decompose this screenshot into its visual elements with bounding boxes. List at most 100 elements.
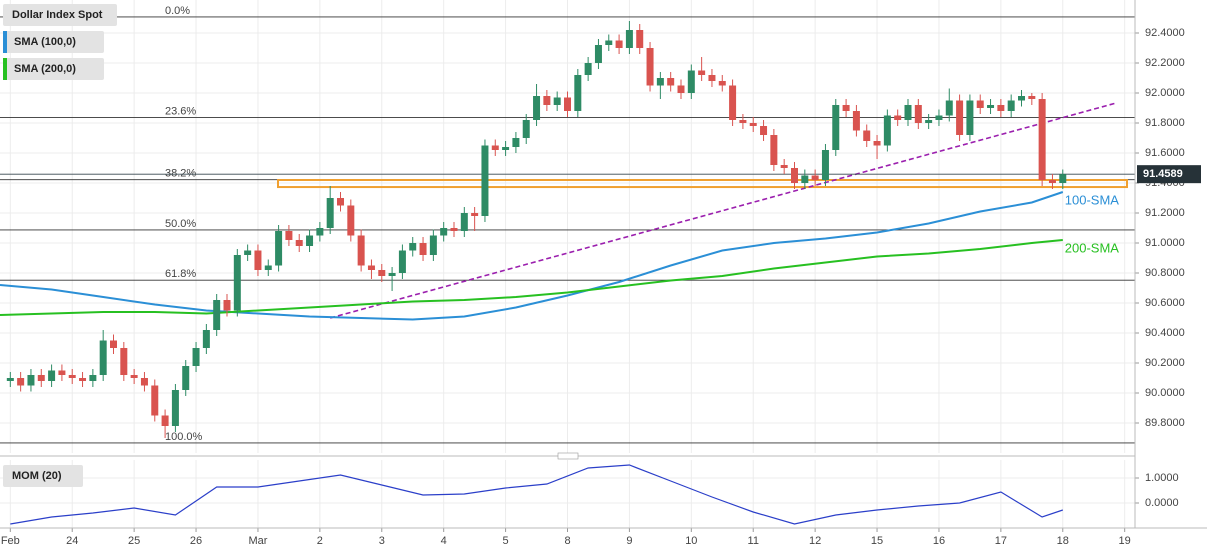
candle-body	[68, 375, 76, 378]
legend-box	[3, 58, 104, 80]
candle-body	[6, 378, 14, 381]
x-tick-label: 11	[748, 535, 759, 547]
candle-body	[821, 150, 829, 180]
candle-body	[780, 165, 788, 168]
candle-body	[460, 213, 468, 231]
candle-body	[574, 75, 582, 111]
candle-body	[760, 126, 768, 135]
legend-title: Dollar Index Spot	[12, 9, 103, 21]
candle-body	[254, 250, 262, 270]
candle-body	[1007, 100, 1015, 111]
x-tick-label: Feb	[1, 535, 20, 547]
resize-handle[interactable]	[557, 452, 579, 460]
candle-body	[440, 228, 448, 236]
candle-body	[388, 273, 396, 276]
legend-label: SMA (200,0)	[14, 63, 76, 75]
candle-body	[202, 330, 210, 348]
sma-annotation: 100-SMA	[1065, 192, 1120, 207]
support-zone	[277, 179, 1128, 189]
candle-body	[213, 300, 221, 330]
candle-body	[275, 231, 283, 266]
y-tick-label: 90.8000	[1145, 267, 1185, 279]
candle-body	[522, 120, 530, 138]
y-tick-label: 92.0000	[1145, 87, 1185, 99]
candle-body	[337, 198, 344, 206]
y-tick-label: 91.6000	[1145, 147, 1185, 159]
candle-body	[378, 270, 386, 276]
candle-body	[471, 213, 479, 216]
candle-body	[904, 105, 912, 120]
candle-body	[398, 250, 406, 273]
fib-label: 61.8%	[165, 268, 196, 280]
candle-body	[677, 85, 685, 93]
candle-body	[367, 265, 375, 270]
candle-body	[171, 390, 179, 426]
last-price-tag	[1137, 165, 1201, 184]
candle-body	[770, 135, 778, 165]
fib-label: 100.0%	[165, 431, 203, 443]
candle-body	[316, 228, 324, 236]
x-tick-label: 2	[317, 535, 323, 547]
sma-line	[0, 239, 1063, 316]
y-tick-label: 91.2000	[1145, 207, 1185, 219]
candle-body	[347, 205, 355, 236]
candle-body	[791, 168, 798, 183]
x-tick-label: 15	[871, 535, 883, 547]
x-tick-label: 17	[995, 535, 1007, 547]
candle-body	[615, 40, 623, 48]
candle-body	[326, 198, 334, 228]
y-tick-label: 90.0000	[1145, 387, 1185, 399]
candle-body	[182, 366, 190, 390]
candle-body	[429, 235, 437, 255]
candle-body	[656, 78, 664, 86]
candle-body	[987, 105, 995, 108]
y-tick-label: 90.2000	[1145, 357, 1185, 369]
candle-body	[419, 243, 427, 255]
candle-body	[832, 105, 840, 150]
candle-body	[17, 378, 25, 386]
candle-body	[1018, 96, 1025, 101]
legend-label: SMA (100,0)	[14, 36, 76, 48]
x-tick-label: 18	[1057, 535, 1069, 547]
candle-body	[956, 100, 964, 135]
y-tick-label: 92.2000	[1145, 57, 1185, 69]
candle-body	[852, 111, 860, 131]
x-tick-label: 26	[190, 535, 202, 547]
last-price-label: 91.4589	[1143, 168, 1183, 180]
candle-body	[625, 30, 633, 48]
legend-swatch	[3, 58, 7, 80]
legend-box	[3, 31, 104, 53]
y-tick-label: 90.6000	[1145, 297, 1185, 309]
candle-body	[37, 375, 45, 381]
y-tick-label: 89.8000	[1145, 417, 1185, 429]
fib-label: 38.2%	[165, 168, 196, 180]
candle-body	[811, 175, 819, 180]
candle-body	[120, 348, 128, 375]
candle-body	[151, 385, 159, 416]
candle-body	[605, 40, 613, 45]
candle-body	[285, 231, 293, 240]
candle-body	[450, 228, 458, 231]
fib-label: 50.0%	[165, 218, 196, 230]
y-tick-label: 90.4000	[1145, 327, 1185, 339]
candle-body	[89, 375, 97, 381]
x-tick-label: 4	[441, 535, 447, 547]
candle-body	[79, 378, 87, 381]
fib-label: 23.6%	[165, 105, 196, 117]
candle-body	[512, 138, 520, 147]
candle-body	[27, 375, 35, 386]
x-tick-label: 12	[809, 535, 821, 547]
candle-body	[48, 370, 56, 381]
candle-body	[543, 96, 551, 105]
candle-body	[1059, 174, 1067, 183]
candle-body	[491, 145, 499, 150]
y-tick-label: 0.0000	[1145, 497, 1179, 509]
legend-swatch	[3, 31, 7, 53]
candle-body	[110, 340, 117, 348]
candle-body	[481, 145, 489, 216]
candle-body	[99, 340, 107, 375]
candle-body	[140, 378, 148, 386]
candle-body	[646, 48, 654, 86]
candle-body	[533, 96, 541, 120]
